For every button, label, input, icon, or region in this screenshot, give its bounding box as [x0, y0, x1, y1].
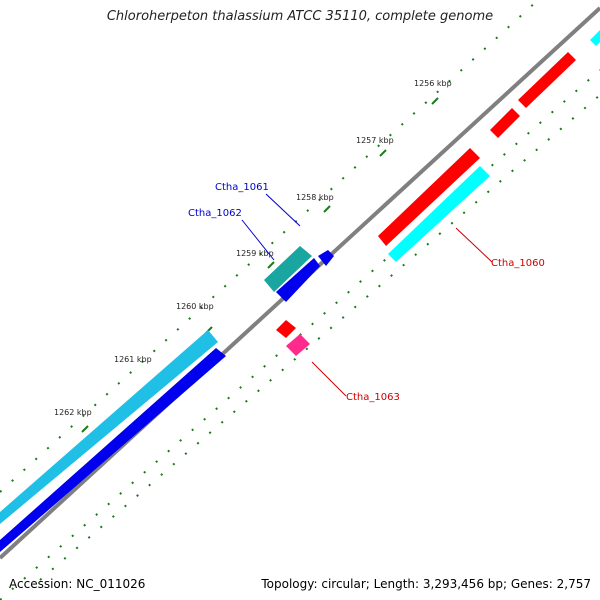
tick-label: 1256 kbp — [414, 79, 452, 88]
cds-feature-lightblue-long[interactable] — [0, 330, 218, 524]
tick-label: 1262 kbp — [54, 408, 92, 417]
map-title: Chloroherpeton thalassium ATCC 35110, co… — [106, 9, 494, 24]
tick-label: 1259 kbp — [236, 249, 274, 258]
gene-label-ctha1063[interactable]: Ctha_1063 — [346, 392, 400, 403]
gene-labels: Ctha_1061 Ctha_1062 Ctha_1060 Ctha_1063 — [188, 182, 545, 403]
gene-feature-red-2[interactable] — [490, 108, 520, 138]
accession-text: Accession: NC_011026 — [9, 577, 146, 591]
tick-labels: 1256 kbp 1257 kbp 1258 kbp 1259 kbp 1260… — [54, 79, 452, 417]
forward-features — [276, 30, 600, 356]
gene-feature-pink-ctha1063[interactable] — [286, 334, 310, 356]
tick-label: 1260 kbp — [176, 302, 214, 311]
tick-label: 1257 kbp — [356, 136, 394, 145]
cds-feature-cyan-ctha1060[interactable] — [388, 166, 490, 262]
tick-label: 1261 kbp — [114, 355, 152, 364]
outer-dot-track — [0, 0, 540, 493]
tick-marks — [81, 97, 439, 433]
gene-label-ctha1062[interactable]: Ctha_1062 — [188, 208, 242, 219]
gene-feature-red-1[interactable] — [518, 52, 576, 108]
cds-feature-cyan-top[interactable] — [590, 30, 600, 46]
genome-summary-text: Topology: circular; Length: 3,293,456 bp… — [261, 577, 591, 591]
gene-feature-blue-long[interactable] — [0, 348, 226, 552]
gene-feature-teal-ctha1061[interactable] — [264, 246, 312, 292]
callout-lines — [241, 193, 493, 397]
gene-label-ctha1060[interactable]: Ctha_1060 — [491, 258, 545, 269]
gene-label-ctha1061[interactable]: Ctha_1061 — [215, 182, 269, 193]
gene-feature-blue-ctha1062[interactable] — [276, 258, 320, 302]
gene-feature-red-ctha1060[interactable] — [378, 148, 480, 246]
reverse-features — [0, 246, 334, 552]
gene-feature-blue-small[interactable] — [318, 250, 334, 266]
tick-label: 1258 kbp — [296, 193, 334, 202]
gene-feature-red-ctha1063[interactable] — [276, 320, 296, 338]
